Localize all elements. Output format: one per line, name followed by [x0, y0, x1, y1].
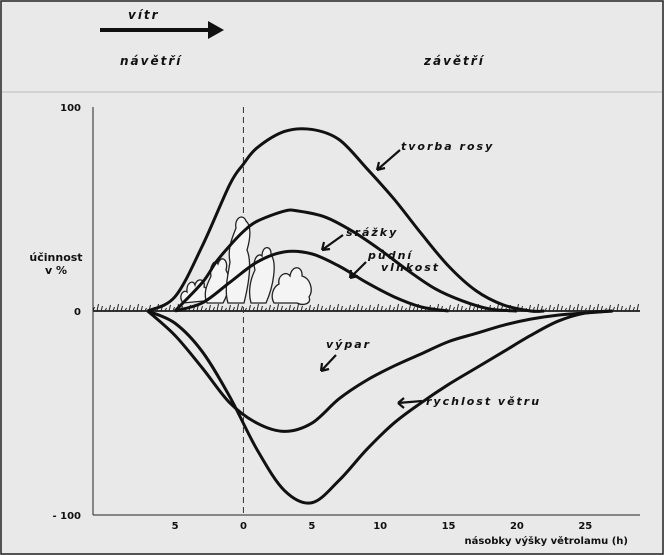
series-line-pudni-vlhkost	[174, 249, 449, 313]
annotation-arrows	[319, 149, 423, 409]
y-axis-label-line2: v %	[45, 264, 67, 277]
y-tick-label: 0	[74, 307, 81, 318]
series-line-vypar	[146, 309, 613, 433]
label-vypar: výpar	[326, 338, 371, 351]
x-tick-label: 20	[510, 521, 524, 532]
label-pudni: půdní	[367, 249, 413, 262]
windbreak-trees-illustration	[180, 216, 312, 305]
y-tick-label: - 100	[52, 511, 81, 522]
x-tick-label: 5	[172, 521, 179, 532]
x-tick-label: 0	[240, 521, 247, 532]
series-line-srazky	[173, 208, 518, 313]
label-tvorba-rosy: tvorba rosy	[401, 140, 494, 153]
label-srazky: srážky	[346, 226, 398, 239]
label-rychlost-vetru: rychlost větru	[426, 395, 541, 408]
arrow-pudni-vlhkost	[348, 261, 367, 280]
y-axis-label-line1: účinnost	[29, 251, 82, 264]
series-line-tvorba-rosy	[147, 127, 545, 313]
x-tick-label: 5	[308, 521, 315, 532]
wind-label: vítr	[128, 8, 160, 22]
windward-label: návětří	[120, 54, 182, 68]
y-tick-label: 100	[60, 103, 81, 114]
x-tick-label: 25	[578, 521, 592, 532]
leeward-label: závětří	[423, 54, 485, 68]
x-axis-label: násobky výšky větrolamu (h)	[465, 535, 628, 547]
label-vlhkost: vlhkost	[381, 261, 440, 274]
arrow-rychlost-vetru	[397, 397, 423, 409]
x-tick-labels: 5 0 5 10 15 20 25	[172, 521, 593, 532]
x-tick-label: 10	[373, 521, 387, 532]
arrow-tvorba-rosy	[375, 149, 401, 172]
arrow-srazky	[320, 234, 344, 252]
wind-arrow-head	[208, 21, 224, 39]
arrow-vypar	[319, 354, 337, 373]
x-tick-label: 15	[442, 521, 456, 532]
series-lines	[146, 127, 613, 505]
series-line-rychlost-vetru	[147, 309, 613, 505]
y-tick-labels: 100 0 - 100	[52, 103, 81, 522]
